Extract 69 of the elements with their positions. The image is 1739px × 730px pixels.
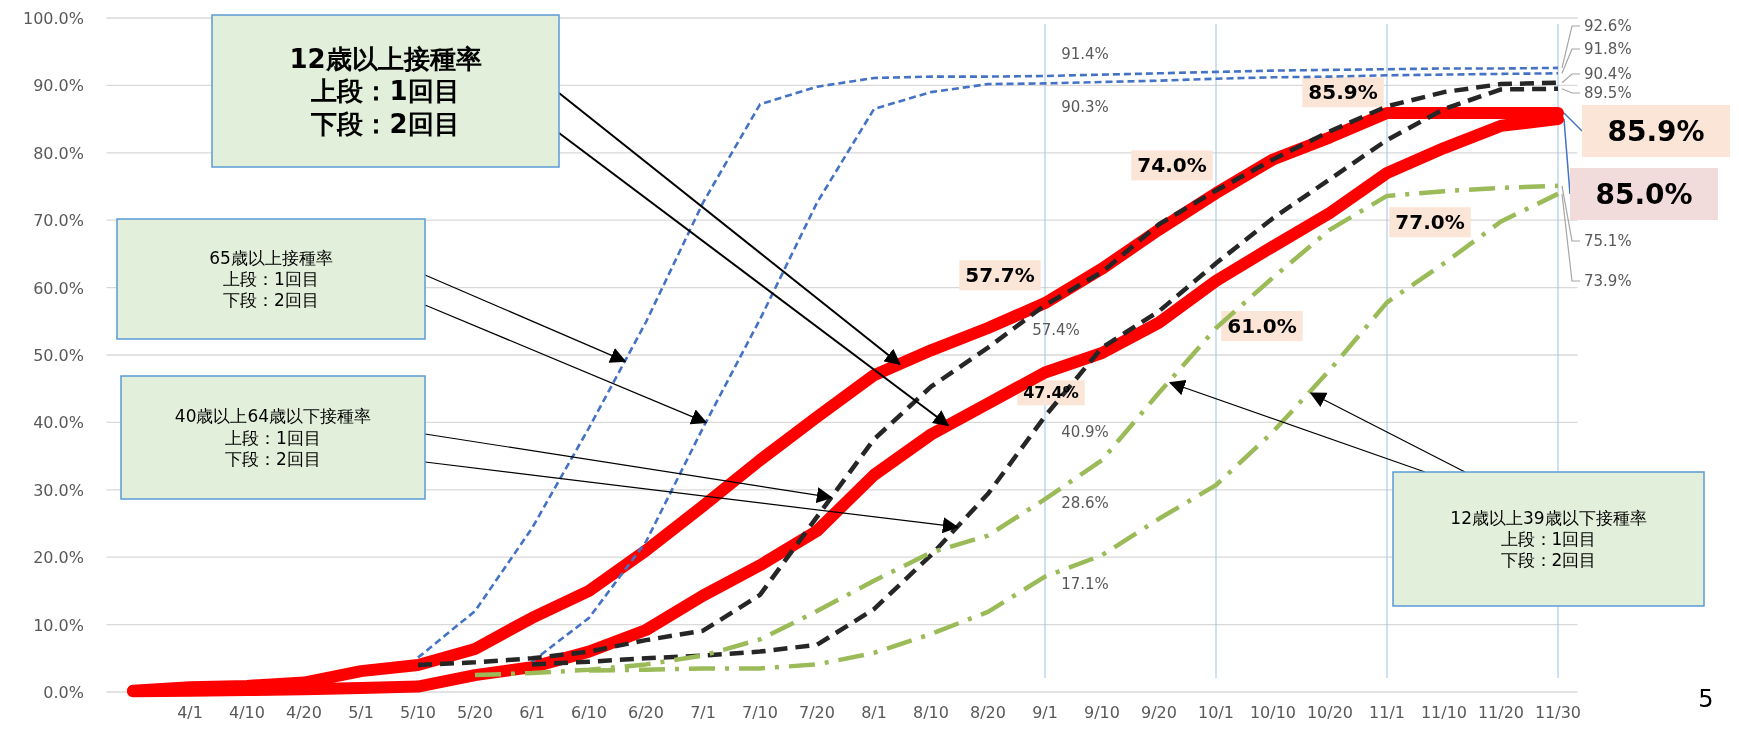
x-tick-label: 6/10 [571, 703, 607, 722]
x-tick-label: 10/20 [1306, 703, 1354, 722]
y-tick-label: 20.0% [33, 548, 84, 568]
data-label: 17.1% [1061, 574, 1109, 593]
data-label: 85.9% [1308, 80, 1378, 105]
annotation: 40歳以上64歳以下接種率 [174, 406, 372, 427]
data-label: 57.7% [965, 263, 1035, 288]
data-label: 92.6% [1584, 17, 1632, 35]
x-tick-label: 8/20 [970, 703, 1006, 722]
data-label: 85.9% [1607, 115, 1705, 148]
annotation: 下段：2回目 [1500, 550, 1597, 571]
annotation: 12歳以上39歳以下接種率 [1450, 507, 1647, 528]
y-tick-label: 0.0% [43, 683, 84, 702]
data-label: 85.0% [1595, 178, 1693, 211]
text: 5 [1698, 685, 1714, 713]
y-tick-label: 40.0% [33, 413, 84, 433]
x-tick-label: 10/1 [1198, 703, 1234, 722]
x-tick-label: 11/30 [1534, 703, 1582, 722]
x-tick-label: 5/20 [457, 703, 493, 722]
x-tick-label: 7/1 [690, 703, 716, 722]
x-tick-label: 5/1 [348, 703, 374, 722]
y-tick-label: 50.0% [33, 346, 84, 365]
x-tick-label: 6/20 [628, 703, 664, 722]
x-tick-label: 8/10 [913, 703, 949, 722]
y-tick-label: 10.0% [33, 615, 84, 635]
x-tick-label: 9/10 [1084, 703, 1120, 722]
data-label: 40.9% [1061, 423, 1109, 442]
x-tick-label: 7/10 [742, 703, 778, 722]
annotation: 下段：2回目 [310, 108, 460, 139]
annotation: 下段：2回目 [225, 448, 321, 469]
x-tick-label: 4/20 [286, 703, 322, 722]
x-tick-label: 6/1 [519, 703, 545, 722]
x-tick-label: 4/10 [229, 703, 265, 722]
data-label: 90.3% [1061, 98, 1109, 117]
x-tick-label: 9/1 [1032, 703, 1058, 722]
x-tick-label: 7/20 [799, 703, 835, 722]
data-label: 28.6% [1061, 494, 1109, 513]
annotation: 上段：1回目 [223, 269, 319, 290]
x-tick-label: 9/20 [1141, 703, 1177, 722]
data-label: 91.8% [1584, 40, 1632, 58]
data-label: 91.4% [1061, 44, 1109, 63]
y-tick-label: 60.0% [33, 278, 84, 298]
y-tick-label: 100.0% [22, 9, 84, 28]
data-label: 73.9% [1584, 272, 1632, 290]
annotation: 上段：1回目 [1500, 529, 1597, 550]
x-tick-label: 11/1 [1369, 703, 1405, 722]
x-tick-label: 8/1 [861, 703, 887, 722]
data-label: 89.5% [1584, 84, 1632, 102]
data-label: 61.0% [1227, 314, 1297, 339]
y-tick-label: 80.0% [33, 143, 84, 163]
data-label: 47.4% [1023, 383, 1079, 403]
data-label: 75.1% [1584, 232, 1632, 250]
x-tick-label: 11/10 [1420, 703, 1468, 722]
x-tick-label: 5/10 [400, 703, 436, 722]
annotation: 12歳以上接種率 [289, 43, 482, 74]
annotation: 上段：1回目 [225, 427, 321, 448]
data-label: 90.4% [1584, 65, 1632, 83]
y-tick-label: 30.0% [33, 480, 84, 500]
annotation: 65歳以上接種率 [209, 247, 333, 268]
data-label: 74.0% [1137, 153, 1207, 178]
x-tick-label: 4/1 [177, 703, 203, 722]
x-tick-label: 10/10 [1249, 703, 1297, 722]
data-label: 57.4% [1032, 321, 1080, 340]
annotation: 上段：1回目 [310, 76, 460, 107]
annotation: 下段：2回目 [223, 290, 319, 311]
y-tick-label: 70.0% [33, 211, 84, 231]
y-tick-label: 90.0% [33, 76, 84, 96]
x-tick-label: 11/20 [1477, 703, 1525, 722]
data-label: 77.0% [1395, 210, 1465, 235]
